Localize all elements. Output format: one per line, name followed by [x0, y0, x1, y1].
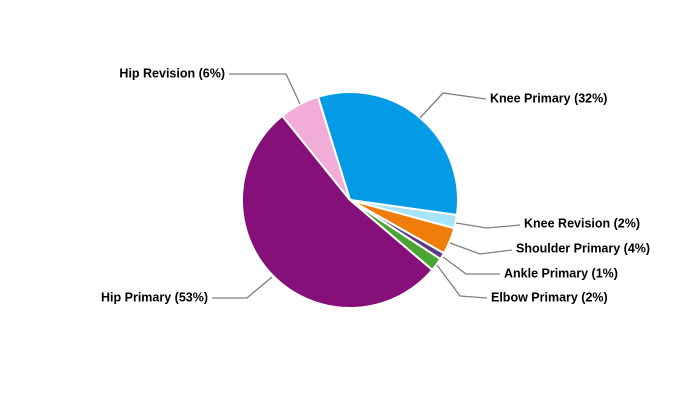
slices-layer	[241, 91, 459, 310]
slice-label-hip-primary: Hip Primary (53%)	[101, 290, 208, 304]
leader-lines-layer	[212, 73, 521, 299]
leader-line-knee-primary	[419, 92, 487, 119]
slice-label-shoulder-primary: Shoulder Primary (4%)	[516, 241, 650, 255]
leader-line-shoulder-primary	[449, 242, 513, 255]
slice-label-ankle-primary: Ankle Primary (1%)	[504, 266, 618, 280]
pie-slice-hip-primary	[241, 114, 434, 310]
leader-line-knee-revision	[455, 222, 521, 229]
slice-label-elbow-primary: Elbow Primary (2%)	[491, 290, 608, 304]
leader-line-ankle-primary	[442, 256, 500, 275]
leader-line-elbow-primary	[436, 264, 488, 299]
labels-layer: Knee Primary (32%) Knee Revision (2%) Shou…	[101, 66, 650, 304]
slice-label-knee-revision: Knee Revision (2%)	[524, 216, 640, 230]
leader-line-hip-primary	[212, 276, 273, 299]
slice-label-hip-revision: Hip Revision (6%)	[119, 66, 225, 80]
pie-slice-hip-revision	[280, 95, 351, 201]
slice-label-knee-primary: Knee Primary (32%)	[490, 91, 607, 105]
leader-line-hip-revision	[229, 73, 301, 105]
